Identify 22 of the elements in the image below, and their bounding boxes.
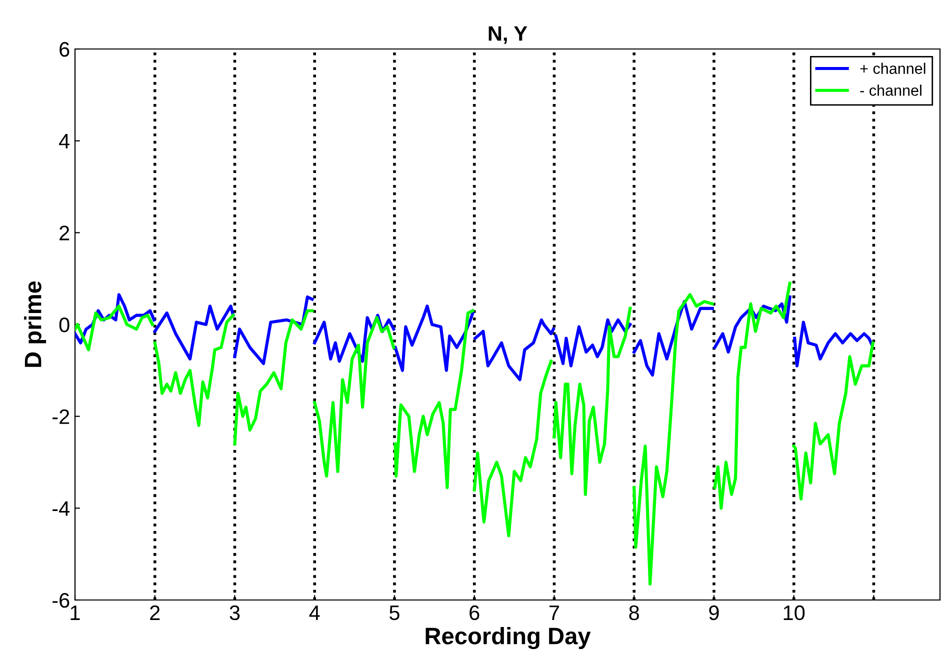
- x-tick-label: 6: [470, 605, 480, 620]
- x-axis-title: Recording Day: [426, 627, 591, 650]
- y-tick-label: 2: [60, 226, 70, 240]
- y-tick-label: 6: [60, 42, 70, 57]
- y-tick-label: -4: [52, 501, 70, 516]
- y-tick-label: -2: [52, 409, 70, 424]
- y-tick-label: 0: [59, 318, 70, 332]
- x-tick-label: 1: [70, 606, 80, 620]
- x-tick-label: 3: [230, 605, 240, 620]
- y-axis-title: D prime: [24, 281, 46, 367]
- x-tick-label: 10: [784, 605, 805, 620]
- x-tick-label: 9: [709, 605, 719, 620]
- chart-title: N, Y: [488, 26, 528, 44]
- legend-label: + channel: [860, 62, 926, 74]
- x-tick-label: 2: [150, 605, 160, 620]
- y-tick-label: -6: [52, 593, 70, 608]
- x-tick-label: 5: [390, 606, 400, 620]
- x-tick-label: 4: [309, 606, 320, 620]
- legend-label: - channel: [860, 84, 922, 96]
- x-tick-label: 7: [550, 606, 559, 620]
- x-tick-label: 8: [629, 605, 639, 620]
- y-tick-label: 4: [59, 134, 70, 148]
